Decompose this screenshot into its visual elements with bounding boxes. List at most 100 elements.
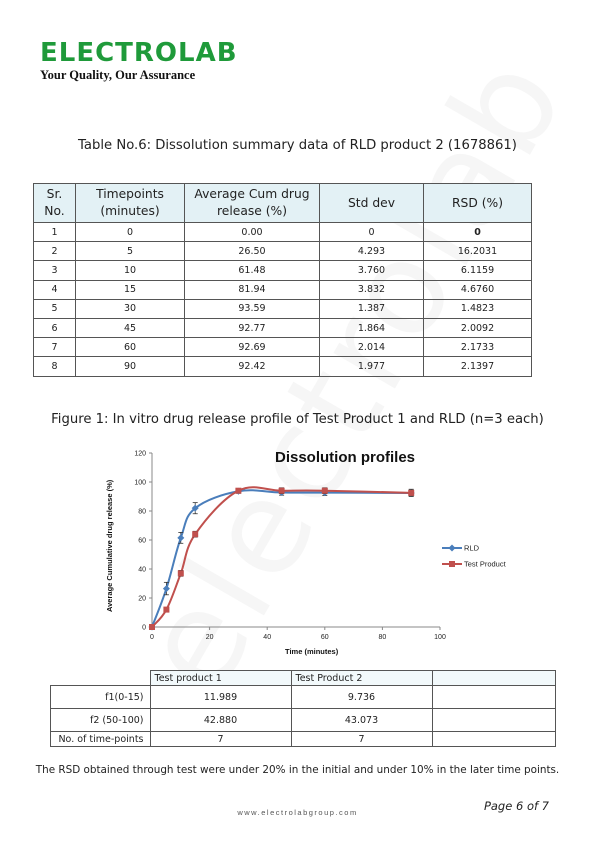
f-row-value: 9.736 <box>290 685 433 709</box>
table-cell: 93.59 <box>184 298 320 319</box>
header-rsd: RSD (%) <box>423 183 532 223</box>
data-point <box>163 606 170 613</box>
page-number: Page 6 of 7 <box>483 799 549 813</box>
f-row-empty <box>431 685 556 709</box>
legend-label: Test Product <box>464 560 507 569</box>
f-table-row: f1(0-15) 11.989 9.736 <box>50 685 556 709</box>
y-tick-label: 120 <box>134 451 146 458</box>
table-cell: 0 <box>319 221 424 243</box>
table-cell: 90 <box>75 356 185 377</box>
x-tick-label: 0 <box>150 634 154 641</box>
f-row-label: f1(0-15) <box>50 685 151 709</box>
data-point <box>321 487 328 494</box>
legend-label: RLD <box>464 544 480 553</box>
y-tick-label: 20 <box>138 596 146 603</box>
f-row-label: f2 (50-100) <box>50 708 151 732</box>
f-table-row: No. of time-points 7 7 <box>50 731 556 747</box>
chart-title: Dissolution profiles <box>275 449 415 466</box>
table-cell: 1.4823 <box>423 298 532 319</box>
table-cell: 2.1397 <box>423 356 532 377</box>
figure-caption: Figure 1: In vitro drug release profile … <box>51 412 544 427</box>
table-cell: 0 <box>75 221 185 243</box>
table-cell: 2.014 <box>319 337 424 358</box>
table-cell: 26.50 <box>184 241 320 262</box>
table-row: 8 90 92.42 1.977 2.1397 <box>33 356 532 377</box>
table-cell: 61.48 <box>184 260 320 281</box>
table-cell: 16.2031 <box>423 241 532 262</box>
data-point <box>408 489 415 496</box>
table-cell: 3.832 <box>319 279 424 300</box>
table-cell: 1.977 <box>319 356 424 377</box>
table-row: 6 45 92.77 1.864 2.0092 <box>33 317 532 339</box>
legend-marker <box>448 544 456 552</box>
y-tick-label: 40 <box>138 567 146 574</box>
header-avg-release: Average Cum drug release (%) <box>184 183 320 223</box>
dissolution-summary-table: Sr. No. Timepoints (minutes) Average Cum… <box>33 183 532 377</box>
data-point <box>177 570 184 577</box>
f-col-test-product-2: Test Product 2 <box>290 670 433 686</box>
f-row-value: 42.880 <box>149 708 292 732</box>
table-cell: 10 <box>75 260 185 281</box>
table-cell: 15 <box>75 279 185 300</box>
table-cell: 92.42 <box>184 356 320 377</box>
f-row-value: 7 <box>290 731 433 747</box>
table-cell: 4 <box>33 279 76 300</box>
rsd-note: The RSD obtained through test were under… <box>35 764 560 776</box>
table-cell: 81.94 <box>184 279 320 300</box>
table-cell: 30 <box>75 298 185 319</box>
y-tick-label: 0 <box>142 625 146 632</box>
table-cell: 92.77 <box>184 317 320 339</box>
data-point <box>192 531 199 538</box>
table-header-row: Sr. No. Timepoints (minutes) Average Cum… <box>33 183 532 223</box>
table-cell: 4.293 <box>319 241 424 262</box>
x-tick-label: 100 <box>434 634 446 641</box>
data-point <box>149 624 155 630</box>
table-cell: 2 <box>33 241 76 262</box>
company-logo: ELECTROLAB Your Quality, Our Assurance <box>40 38 238 83</box>
table-cell: 0.00 <box>184 221 320 243</box>
f-row-empty <box>431 708 556 732</box>
table-cell: 5 <box>75 241 185 262</box>
header-std-dev: Std dev <box>319 183 424 223</box>
dissolution-chart: Dissolution profiles Average Cumulative … <box>105 449 507 656</box>
table-row: 4 15 81.94 3.832 4.6760 <box>33 279 532 300</box>
logo-tagline: Your Quality, Our Assurance <box>40 68 196 82</box>
table-cell: 1 <box>33 221 76 243</box>
x-tick-label: 20 <box>206 634 214 641</box>
data-point <box>235 487 242 494</box>
table-row: 7 60 92.69 2.014 2.1733 <box>33 337 532 358</box>
f-row-value: 7 <box>149 731 292 747</box>
header-sr-no: Sr. No. <box>33 183 76 223</box>
table-cell: 92.69 <box>184 337 320 358</box>
footer-url: www.electrolabgroup.com <box>237 808 358 817</box>
table-row: 5 30 93.59 1.387 1.4823 <box>33 298 532 319</box>
table-cell: 0 <box>423 221 532 243</box>
legend-marker <box>449 561 455 567</box>
table-cell: 6.1159 <box>423 260 532 281</box>
f-table-row: f2 (50-100) 42.880 43.073 <box>50 708 556 732</box>
table-cell: 8 <box>33 356 76 377</box>
x-tick-label: 60 <box>321 634 329 641</box>
table-cell: 3.760 <box>319 260 424 281</box>
table-cell: 1.864 <box>319 317 424 339</box>
table-cell: 4.6760 <box>423 279 532 300</box>
table-cell: 6 <box>33 317 76 339</box>
header-timepoints: Timepoints (minutes) <box>75 183 185 223</box>
table-caption: Table No.6: Dissolution summary data of … <box>78 138 517 153</box>
table-cell: 3 <box>33 260 76 281</box>
table-cell: 1.387 <box>319 298 424 319</box>
table-cell: 5 <box>33 298 76 319</box>
table-row: 3 10 61.48 3.760 6.1159 <box>33 260 532 281</box>
table-cell: 45 <box>75 317 185 339</box>
data-point <box>162 585 170 593</box>
chart-xlabel: Time (minutes) <box>285 647 339 656</box>
table-cell: 7 <box>33 337 76 358</box>
f-col-test-product-1: Test product 1 <box>149 670 292 686</box>
x-tick-label: 80 <box>379 634 387 641</box>
f-row-value: 43.073 <box>290 708 433 732</box>
y-tick-label: 60 <box>138 538 146 545</box>
table-row: 2 5 26.50 4.293 16.2031 <box>33 241 532 262</box>
series-line-test-product <box>151 486 412 628</box>
logo-text: ELECTROLAB <box>40 38 238 68</box>
table-cell: 2.1733 <box>423 337 532 358</box>
